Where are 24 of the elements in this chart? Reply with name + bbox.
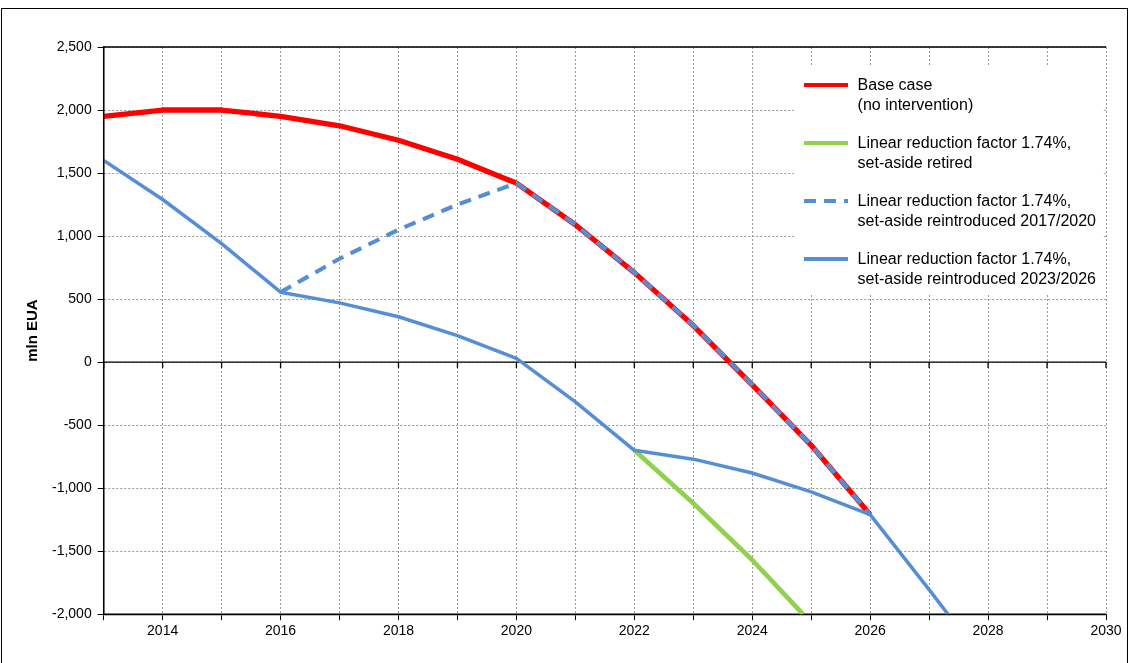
y-tick-label: 1,000 [56, 226, 92, 243]
legend-label: Linear reduction factor 1.74%, set-aside reintroduced 2023/2026 [857, 249, 1096, 289]
x-tick-label: 2030 [1090, 622, 1122, 639]
x-tick-label: 2018 [382, 622, 415, 639]
x-tick-label: 2026 [854, 622, 886, 639]
y-tick-label: 2,000 [56, 100, 92, 117]
x-tick-label: 2014 [147, 622, 179, 639]
legend-label: Base case (no intervention) [857, 75, 974, 115]
x-tick-label: 2020 [500, 622, 533, 639]
legend-label: Linear reduction factor 1.74%, set-aside reintroduced 2017/2020 [857, 191, 1096, 231]
y-tick-label: 500 [68, 289, 92, 306]
x-tick-label: 2022 [618, 622, 651, 639]
y-tick-label: -2,000 [51, 605, 92, 622]
y-tick-label: -500 [63, 415, 92, 432]
legend-label: Linear reduction factor 1.74%, set-aside retired [857, 133, 1072, 173]
y-tick-label: -1,000 [51, 479, 92, 496]
y-axis-title: mln EUA [23, 299, 41, 362]
y-tick-label: 1,500 [56, 163, 92, 180]
x-tick-label: 2024 [736, 622, 769, 639]
x-tick-label: 2016 [265, 622, 297, 639]
y-tick-label: -1,500 [51, 542, 92, 559]
y-tick-label: 2,500 [56, 37, 92, 54]
x-tick-label: 2028 [972, 622, 1004, 639]
y-tick-label: 0 [83, 352, 92, 369]
